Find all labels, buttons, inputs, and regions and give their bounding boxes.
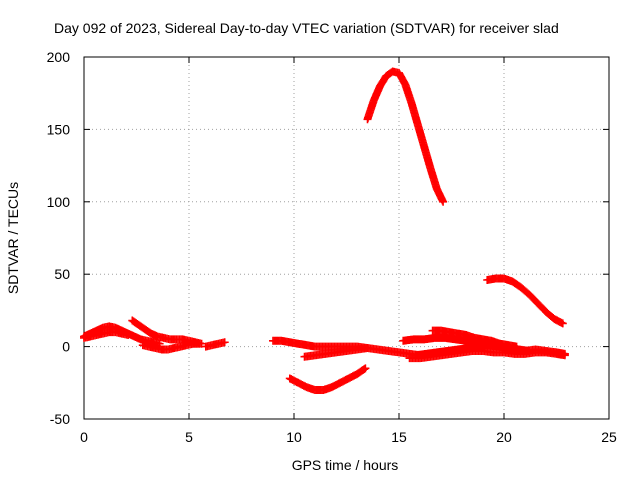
- x-axis-label: GPS time / hours: [292, 457, 399, 473]
- y-tick-label: 150: [47, 121, 71, 137]
- x-tick-label: 15: [391, 429, 407, 445]
- series-arc-14: [483, 274, 567, 328]
- data-point: [558, 319, 567, 328]
- y-tick-label: 100: [47, 194, 71, 210]
- y-axis-label: SDTVAR / TECUs: [5, 182, 21, 294]
- series-arc-8: [285, 364, 370, 395]
- x-tick-label: 25: [601, 429, 617, 445]
- y-tick-label: 50: [54, 266, 70, 282]
- y-tick-label: 0: [62, 339, 70, 355]
- data-point: [220, 338, 229, 347]
- plot-border: [83, 56, 610, 420]
- x-tick-label: 5: [185, 429, 193, 445]
- grid-lines: [84, 57, 609, 419]
- x-tick-label: 0: [80, 429, 88, 445]
- series-arc-13: [411, 339, 504, 360]
- data-series: [80, 67, 569, 395]
- data-point: [560, 349, 569, 358]
- data-point: [363, 344, 372, 353]
- chart-title: Day 092 of 2023, Sidereal Day-to-day VTE…: [54, 20, 559, 36]
- series-arc-2: [80, 328, 133, 342]
- data-point: [439, 197, 448, 206]
- x-tick-label: 10: [286, 429, 302, 445]
- axes: 0 5 10 15 20 25 -50 0 50 100 150 200: [47, 49, 617, 445]
- data-point: [195, 339, 204, 348]
- series-arc-9: [363, 67, 448, 206]
- series-arc-4: [138, 339, 204, 354]
- data-point: [361, 364, 370, 373]
- y-tick-label: -50: [50, 411, 70, 427]
- y-tick-label: 200: [47, 49, 71, 65]
- series-arc-15: [510, 345, 569, 358]
- data-marker: [360, 365, 369, 374]
- series-arc-7: [300, 344, 372, 361]
- series-arc-5: [201, 338, 229, 351]
- x-tick-label: 20: [496, 429, 512, 445]
- data-point: [495, 339, 504, 348]
- data-point: [124, 331, 133, 340]
